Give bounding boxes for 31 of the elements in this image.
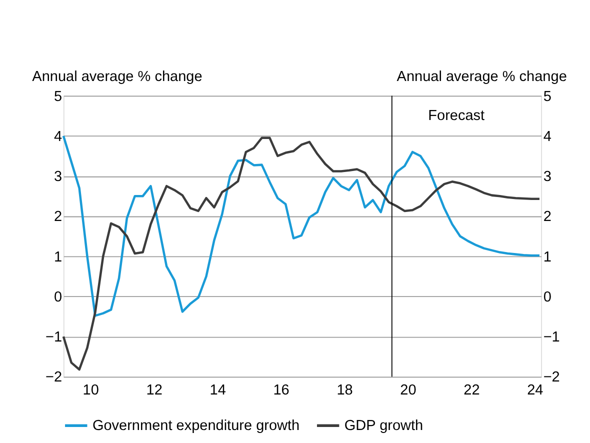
x-tick-label: 20 xyxy=(400,382,416,398)
y2-axis-title: Annual average % change xyxy=(396,68,567,85)
x-tick-label: 22 xyxy=(464,382,480,398)
x-tick-label: 24 xyxy=(527,382,544,398)
ref-line-label: Forecast xyxy=(428,108,485,124)
y2-tick-label: 0 xyxy=(543,289,552,306)
line-series xyxy=(62,136,541,371)
legend-label: Government expenditure growth xyxy=(92,418,300,434)
y-tick-label: −1 xyxy=(46,330,62,346)
x-tick-label: 16 xyxy=(273,382,290,398)
y-tick-label: 2 xyxy=(54,209,62,226)
x-tick-label: 10 xyxy=(82,382,99,398)
y2-tick-label: 4 xyxy=(543,128,552,145)
y2-tick-label: −2 xyxy=(543,370,560,386)
y-tick-label: 5 xyxy=(54,88,62,105)
y2-tick-label: 3 xyxy=(543,169,552,186)
y-tick-label: 4 xyxy=(54,128,62,145)
y2-tick-label: −1 xyxy=(543,330,560,346)
y-tick-label: 3 xyxy=(54,169,62,186)
y-tick-label: 0 xyxy=(54,289,62,306)
line-series xyxy=(62,134,541,317)
y-tick-label: 1 xyxy=(54,249,62,266)
legend-label: GDP growth xyxy=(344,418,424,434)
y-tick-label: −2 xyxy=(46,370,62,386)
y2-tick-label: 1 xyxy=(543,249,552,266)
x-tick-label: 12 xyxy=(146,382,162,398)
y2-tick-label: 2 xyxy=(543,209,552,226)
x-tick-label: 14 xyxy=(210,382,226,398)
y2-tick-label: 5 xyxy=(543,88,552,105)
y-axis-title: Annual average % change xyxy=(32,68,202,85)
x-tick-label: 18 xyxy=(336,382,353,398)
